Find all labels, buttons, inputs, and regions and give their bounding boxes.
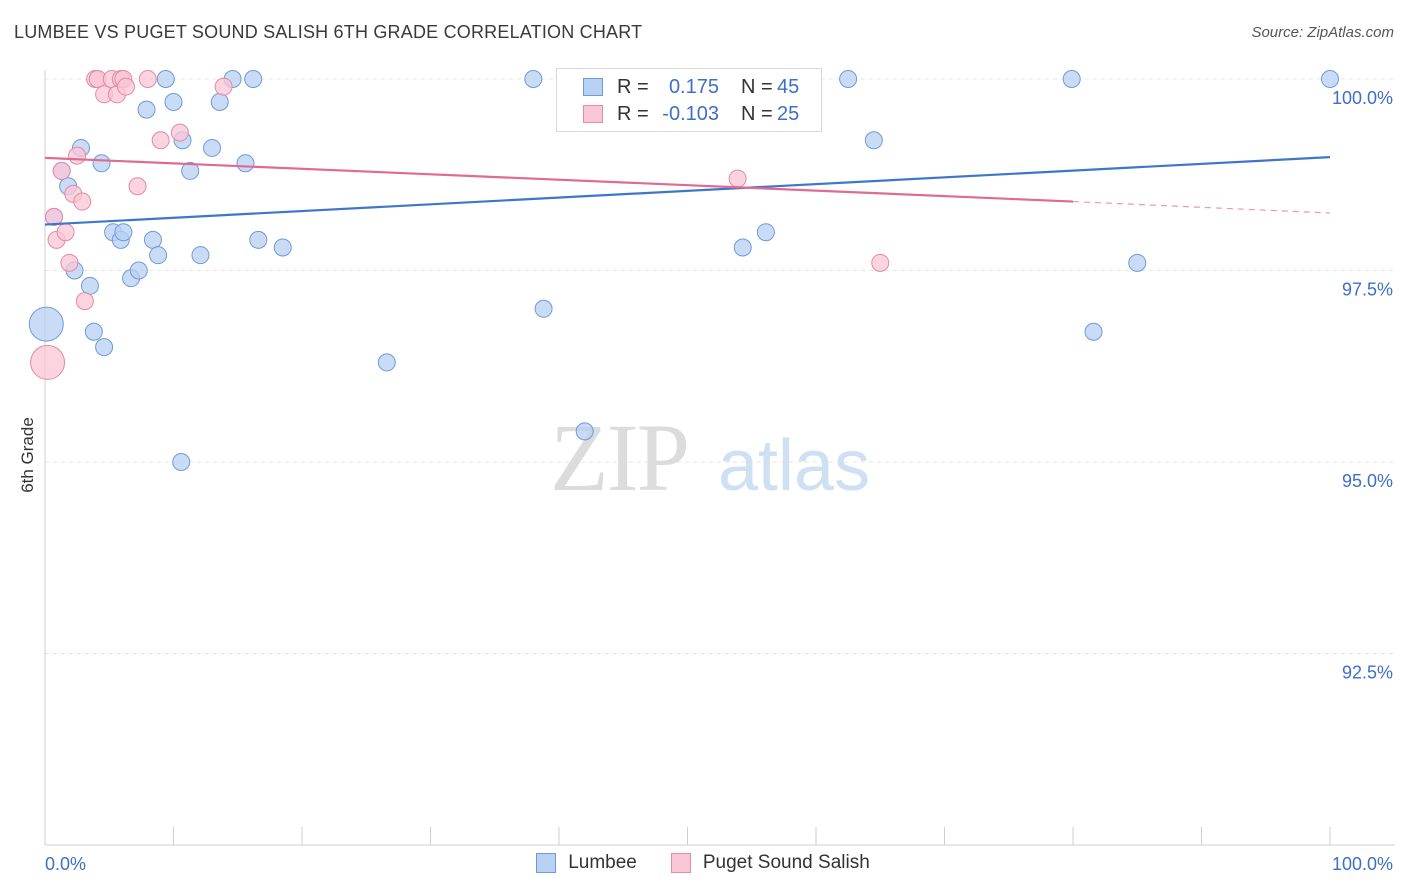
watermark: ZIP atlas: [550, 404, 870, 511]
lumbee-point: [273, 238, 292, 257]
legend-swatch-puget: [670, 853, 691, 873]
y-tick-label: 100.0%: [1332, 88, 1393, 108]
watermark-atlas: atlas: [718, 426, 870, 506]
lumbee-point: [95, 338, 114, 357]
legend-item-puget[interactable]: Puget Sound Salish: [670, 852, 870, 874]
n-value-lumbee: 45: [777, 75, 800, 98]
lumbee-point: [236, 154, 255, 173]
lumbee-point: [181, 161, 200, 180]
r-value-lumbee: 0.175: [668, 75, 719, 98]
legend-swatch-puget: [583, 105, 603, 123]
r-value-puget: -0.103: [662, 102, 719, 125]
legend-swatch-lumbee: [583, 78, 603, 96]
lumbee-point: [1128, 253, 1147, 272]
puget-point: [44, 207, 63, 226]
puget-point: [73, 192, 92, 211]
lumbee-point: [143, 230, 162, 249]
lumbee-point: [84, 322, 103, 341]
n-label: N =: [741, 75, 773, 98]
puget-point: [214, 77, 233, 96]
puget-point: [52, 161, 71, 180]
puget-trend-line: [44, 156, 1074, 203]
puget-point: [75, 292, 94, 311]
puget-point: [128, 177, 147, 196]
lumbee-point: [524, 70, 543, 88]
lumbee-trend-line: [44, 156, 1331, 226]
trend-lines: [44, 156, 1331, 226]
lumbee-point: [756, 223, 775, 242]
y-tick-label: 97.5%: [1342, 280, 1393, 300]
lumbee-point: [575, 422, 594, 441]
series-legend: Lumbee Puget Sound Salish: [0, 852, 1406, 874]
puget-point: [138, 70, 157, 88]
legend-item-lumbee[interactable]: Lumbee: [536, 852, 637, 874]
lumbee-point: [1321, 70, 1339, 88]
lumbee-point: [137, 100, 156, 119]
n-label: N =: [741, 102, 773, 125]
lumbee-point: [1084, 322, 1103, 341]
lumbee-point: [377, 353, 396, 372]
lumbee-point: [80, 276, 99, 295]
y-tick-label: 95.0%: [1342, 471, 1393, 491]
puget-point: [728, 169, 747, 188]
legend-row-lumbee: R = 0.175 N = 45: [583, 75, 799, 99]
puget-point: [116, 77, 135, 96]
chart-title: LUMBEE VS PUGET SOUND SALISH 6TH GRADE C…: [14, 22, 643, 42]
x-tick-label: 0.0%: [45, 854, 86, 874]
legend-row-puget: R = -0.103 N = 25: [583, 102, 799, 126]
lumbee-point: [172, 453, 191, 471]
lumbee-point: [534, 299, 553, 318]
puget-point: [871, 253, 890, 272]
points: [28, 70, 1339, 471]
puget-point: [30, 344, 66, 380]
stats-legend: R = 0.175 N = 45 R = -0.103 N = 25: [556, 68, 822, 132]
puget-trend-extension: [1072, 200, 1331, 214]
puget-point: [56, 223, 75, 242]
lumbee-point: [149, 246, 168, 265]
watermark-zip: ZIP: [550, 404, 688, 511]
r-label: R =: [617, 102, 649, 125]
lumbee-point: [164, 92, 183, 111]
r-label: R =: [617, 75, 649, 98]
lumbee-point: [1062, 70, 1081, 88]
lumbee-point: [191, 246, 210, 265]
lumbee-point: [203, 138, 222, 157]
lumbee-point: [839, 70, 858, 88]
axes: [44, 70, 1395, 846]
lumbee-point: [210, 92, 229, 111]
lumbee-point: [129, 261, 148, 280]
lumbee-point: [28, 306, 64, 342]
tick-labels: 100.0% 97.5% 95.0% 92.5% 0.0% 100.0%: [45, 88, 1393, 874]
x-tick-label: 100.0%: [1332, 854, 1393, 874]
lumbee-point: [114, 223, 133, 242]
legend-label-lumbee: Lumbee: [568, 852, 637, 873]
lumbee-point: [92, 154, 111, 173]
lumbee-point: [244, 70, 263, 88]
legend-label-puget: Puget Sound Salish: [702, 852, 870, 873]
lumbee-point: [733, 238, 752, 257]
lumbee-point: [156, 70, 175, 88]
lumbee-point: [249, 230, 268, 249]
n-value-puget: 25: [777, 102, 800, 125]
puget-point: [60, 253, 79, 272]
puget-point: [68, 146, 87, 165]
source-label: Source: ZipAtlas.com: [1251, 24, 1394, 41]
lumbee-point: [864, 131, 883, 150]
y-tick-label: 92.5%: [1342, 663, 1393, 683]
legend-swatch-lumbee: [536, 853, 557, 873]
puget-point: [151, 131, 170, 150]
puget-point: [170, 123, 189, 142]
